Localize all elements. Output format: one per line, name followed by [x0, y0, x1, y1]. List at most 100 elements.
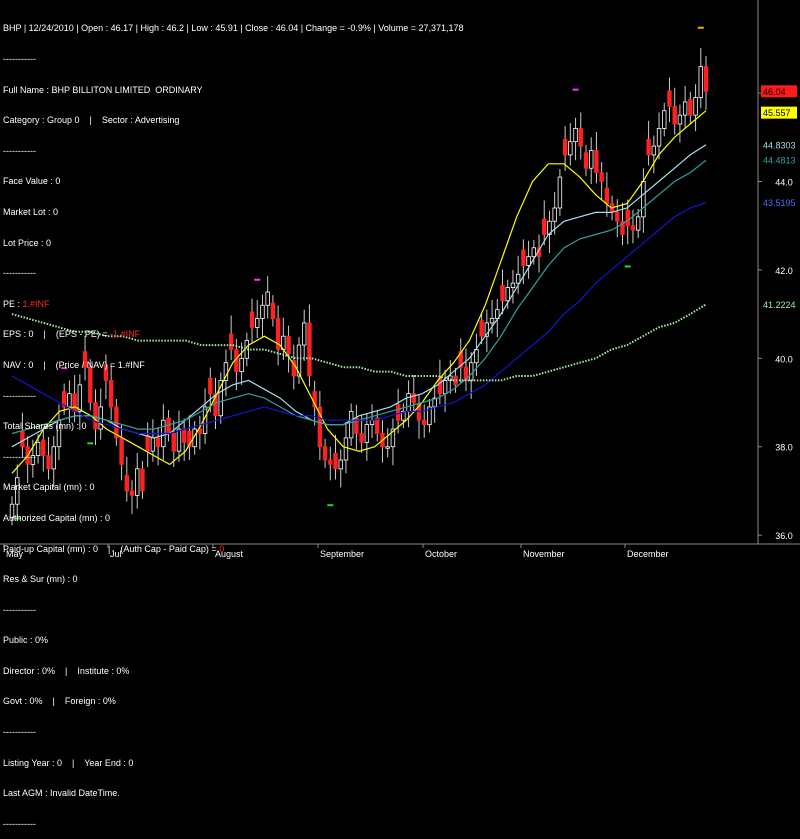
candle-down [646, 139, 651, 156]
y-tick-label: 44.0 [775, 177, 793, 187]
header-line: BHP | 12/24/2010 | Open : 46.17 | High :… [3, 23, 464, 34]
market-lot: Market Lot : 0 [3, 206, 59, 217]
candle-down [208, 377, 213, 395]
eps-line: EPS : 0 | (EPS - PE) = -1.#INF [3, 329, 464, 339]
candle-up [176, 428, 182, 452]
candle-up [432, 397, 437, 408]
res-sur: Res & Sur (mn) : 0 [3, 574, 78, 585]
extreme-marker [14, 517, 21, 520]
separator: ----------- [3, 145, 36, 156]
candle-down [129, 490, 135, 496]
candle-down [46, 455, 51, 470]
candle-down [333, 452, 338, 470]
last-value-label: 46.04 [763, 87, 786, 97]
candle-down [307, 322, 312, 377]
separator: ----------- [3, 818, 36, 829]
candle-up [552, 207, 557, 222]
candle-down [422, 419, 427, 426]
last-value-label: 43.5195 [763, 198, 796, 208]
candle-down [583, 152, 589, 169]
authorized-capital: Authorized Capital (mn) : 0 [3, 512, 111, 523]
candle-down [578, 128, 583, 147]
extreme-marker [697, 26, 704, 29]
candle-down [88, 366, 93, 403]
price-chart[interactable]: 36.038.040.042.044.046.0MayJulAugustSept… [0, 0, 800, 564]
moving-average-line [11, 303, 707, 382]
candle-down [322, 446, 328, 461]
candle-up [682, 101, 688, 116]
candle-down [395, 404, 401, 421]
candle-up [474, 349, 479, 364]
candle-up [547, 220, 552, 235]
candle-down [328, 459, 333, 465]
candle-down [82, 351, 88, 368]
candle-down [61, 391, 67, 408]
candle-up [484, 322, 490, 337]
candle-up [239, 357, 244, 372]
last-value-label: 45.557 [763, 108, 791, 118]
candle-down [41, 439, 46, 456]
candle-up [573, 128, 578, 143]
extreme-marker [624, 265, 631, 268]
last-value-label: 44.8303 [763, 140, 796, 150]
candle-down [604, 187, 610, 204]
candle-down [275, 318, 281, 350]
last-value-badge [761, 298, 797, 311]
separator: ----------- [3, 268, 36, 279]
candle-up [526, 256, 531, 266]
extreme-marker [327, 504, 334, 507]
candle-down [688, 99, 693, 116]
chart-background [0, 0, 800, 564]
candle-down [359, 433, 364, 443]
candle-up [515, 273, 521, 284]
candle-down [291, 360, 296, 377]
candle-up [698, 66, 703, 98]
nav-line: NAV : 0 | (Price / NAV) = 1.#INF [3, 359, 145, 370]
last-value-badge [761, 196, 797, 209]
candle-up [468, 362, 474, 381]
candle-up [489, 318, 495, 324]
candle-down [521, 249, 526, 266]
y-tick-label: 38.0 [775, 443, 793, 453]
govt-holding: Govt : 0% | Foreign : 0% [3, 696, 116, 707]
candle-down [667, 90, 672, 107]
candle-up [302, 322, 307, 346]
candle-down [228, 333, 234, 350]
candle-up [385, 446, 390, 449]
last-value-label: 44.4813 [763, 156, 796, 166]
candle-down [171, 433, 176, 452]
candle-up [30, 455, 36, 465]
candle-up [364, 424, 370, 443]
last-value-badge [761, 154, 797, 167]
x-tick-label: October [425, 549, 457, 559]
candle-up [348, 410, 354, 439]
market-capital: Market Capital (mn) : 0 [3, 482, 95, 493]
candle-down [625, 209, 630, 227]
candle-up [135, 468, 140, 496]
candle-down [103, 364, 109, 381]
paidup-line: Paid-up Capital (mn) : 0 | (Auth Cap - P… [3, 544, 464, 554]
candle-down [124, 475, 129, 492]
candle-down [317, 406, 323, 448]
candle-down [108, 380, 114, 408]
candle-down [270, 302, 276, 319]
stock-info-panel: BHP | 12/24/2010 | Open : 46.17 | High :… [3, 3, 464, 839]
candle-down [416, 404, 422, 421]
candle-up [568, 141, 573, 156]
separator: ----------- [3, 54, 36, 64]
y-tick-label: 40.0 [775, 354, 793, 364]
candle-down [286, 335, 291, 355]
candle-up [390, 428, 396, 448]
moving-average-line [11, 202, 707, 435]
candle-down [500, 284, 505, 302]
face-value: Face Value : 0 [3, 176, 61, 187]
y-tick-label: 36.0 [775, 531, 793, 541]
candle-up [35, 441, 41, 456]
candle-up [15, 477, 20, 505]
candle-up [218, 380, 223, 417]
director-holding: Director : 0% | Institute : 0% [3, 665, 130, 676]
x-tick-label: September [320, 549, 364, 559]
extreme-marker [61, 367, 68, 370]
candle-down [197, 428, 203, 434]
candle-up [662, 110, 667, 129]
